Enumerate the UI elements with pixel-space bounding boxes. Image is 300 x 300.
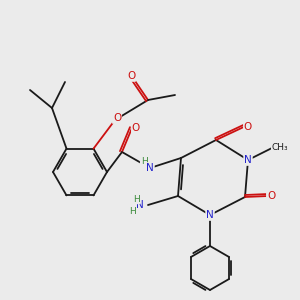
- Text: N: N: [206, 210, 214, 220]
- Text: O: O: [113, 113, 121, 123]
- Text: O: O: [132, 123, 140, 133]
- Text: N: N: [146, 163, 154, 173]
- Text: H: H: [129, 206, 135, 215]
- Text: O: O: [267, 191, 275, 201]
- Text: N: N: [244, 155, 252, 165]
- Text: O: O: [244, 122, 252, 132]
- Text: CH₃: CH₃: [272, 143, 288, 152]
- Text: H: H: [141, 158, 147, 166]
- Text: H: H: [133, 194, 140, 203]
- Text: O: O: [127, 71, 135, 81]
- Text: N: N: [136, 200, 144, 210]
